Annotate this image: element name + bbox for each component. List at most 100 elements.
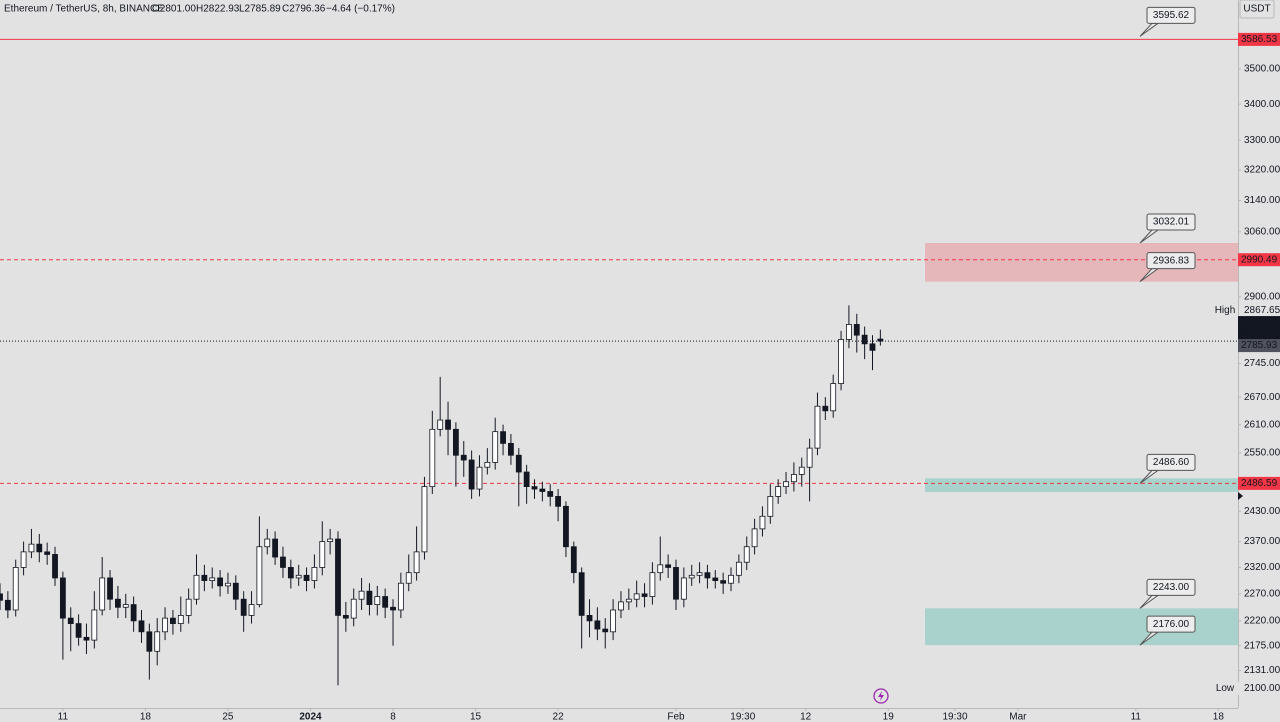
candle-body <box>452 428 459 456</box>
candle-body <box>751 528 758 548</box>
candle-body <box>468 459 475 490</box>
candle-body <box>240 598 247 616</box>
candle-body <box>523 471 530 488</box>
y-tick-label: 2320.00 <box>1244 562 1280 573</box>
symbol: Ethereum / TetherUS, 8h, BINANCE <box>4 4 164 15</box>
candle-body <box>295 574 302 579</box>
candle-body <box>185 598 192 616</box>
candle-body <box>28 543 35 553</box>
candle-body <box>162 617 168 633</box>
candle-body <box>421 486 428 553</box>
plot-area <box>0 0 1238 708</box>
low-value-bg <box>1238 681 1280 695</box>
candle-body <box>720 580 727 584</box>
y-tick-label: 2220.00 <box>1244 615 1280 626</box>
candle-body <box>413 551 420 574</box>
candle-body <box>618 601 624 611</box>
candle-body <box>649 572 656 597</box>
candle-body <box>767 496 774 517</box>
candle-body <box>657 564 664 574</box>
candle-body <box>256 546 263 605</box>
candle-body <box>484 462 491 468</box>
candle-body <box>735 561 742 576</box>
x-tick-label: 8 <box>390 712 396 722</box>
candle-body <box>853 324 860 336</box>
x-tick-label: 18 <box>140 712 152 722</box>
candle-body <box>311 567 318 581</box>
candle-body <box>743 546 750 563</box>
callout-box <box>1146 615 1196 633</box>
candle-body <box>0 593 3 601</box>
candle-body <box>515 454 522 473</box>
y-tick-label: 2175.00 <box>1244 640 1280 651</box>
callout-box <box>1146 578 1196 596</box>
candle-body <box>122 604 129 608</box>
y-tick-label: 3060.00 <box>1244 226 1280 237</box>
price-level-label: 3586.53 <box>1241 34 1278 45</box>
candle-body <box>704 572 711 579</box>
y-tick-label: 3400.00 <box>1244 99 1280 110</box>
callout-box <box>1146 6 1196 24</box>
y-tick-label: 2430.00 <box>1244 506 1280 517</box>
callout-label: 3595.62 <box>1153 10 1190 21</box>
alert-icon[interactable] <box>873 688 889 704</box>
y-tick-label: 2270.00 <box>1244 588 1280 599</box>
currency: USDT <box>1243 4 1270 15</box>
price-line-badge <box>1238 339 1280 353</box>
x-tick-label: 25 <box>222 712 234 722</box>
price-line-label: 2785.93 <box>1241 340 1278 351</box>
ohlc-close: C2796.36 <box>282 4 326 15</box>
candle-body <box>75 623 82 638</box>
price-level-label: 2990.49 <box>1241 254 1278 265</box>
candle-body <box>138 620 145 633</box>
low-tag: Low <box>1216 683 1235 694</box>
ohlc-high: H2822.93 <box>196 4 240 15</box>
y-tick-label: 2745.00 <box>1244 358 1280 369</box>
candle-body <box>358 590 365 600</box>
y-tick-label: 2900.00 <box>1244 292 1280 303</box>
candle-body <box>563 505 569 548</box>
candle-body <box>610 609 617 633</box>
candle-body <box>547 491 554 497</box>
x-tick-label: 19:30 <box>943 712 968 722</box>
ohlc-low: L2785.89 <box>239 4 281 15</box>
candle-body <box>59 577 66 619</box>
candle-body <box>374 596 381 605</box>
candle-body <box>83 636 90 641</box>
candle-body <box>798 466 805 475</box>
x-tick-label: Mar <box>1009 712 1027 722</box>
currency-button[interactable] <box>1239 0 1275 19</box>
candle-body <box>680 577 687 600</box>
candle-body <box>44 551 51 555</box>
candle-body <box>201 574 208 581</box>
candle-body <box>570 546 577 574</box>
candle-body <box>91 609 98 641</box>
y-tick-label: 2610.00 <box>1244 419 1280 430</box>
x-tick-label: 15 <box>470 712 482 722</box>
callout-label: 2243.00 <box>1153 582 1190 593</box>
candle-body <box>67 617 74 624</box>
candle-body <box>405 572 412 584</box>
scroll-arrow[interactable] <box>1238 492 1243 500</box>
candle-body <box>209 577 216 581</box>
candle-body <box>759 515 766 530</box>
candle-body <box>342 615 349 619</box>
candle-body <box>594 620 601 630</box>
candle-body <box>508 442 514 456</box>
candle-body <box>814 405 821 449</box>
price-level-badge <box>1238 32 1280 46</box>
countdown: 01:31:17 <box>1241 329 1280 340</box>
x-tick-label: 19:30 <box>730 712 755 722</box>
high-value: 2867.65 <box>1244 305 1280 316</box>
candle-body <box>130 604 137 622</box>
candle-body <box>665 564 672 568</box>
price-level-badge <box>1238 476 1280 490</box>
candle-body <box>170 617 176 624</box>
candle-body <box>555 496 561 507</box>
callout-label: 2486.60 <box>1153 457 1190 468</box>
legend-header: Ethereum / TetherUS, 8h, BINANCE O2801.0… <box>4 4 395 15</box>
candle-body <box>287 567 294 579</box>
y-tick-label: 2370.00 <box>1244 536 1280 547</box>
